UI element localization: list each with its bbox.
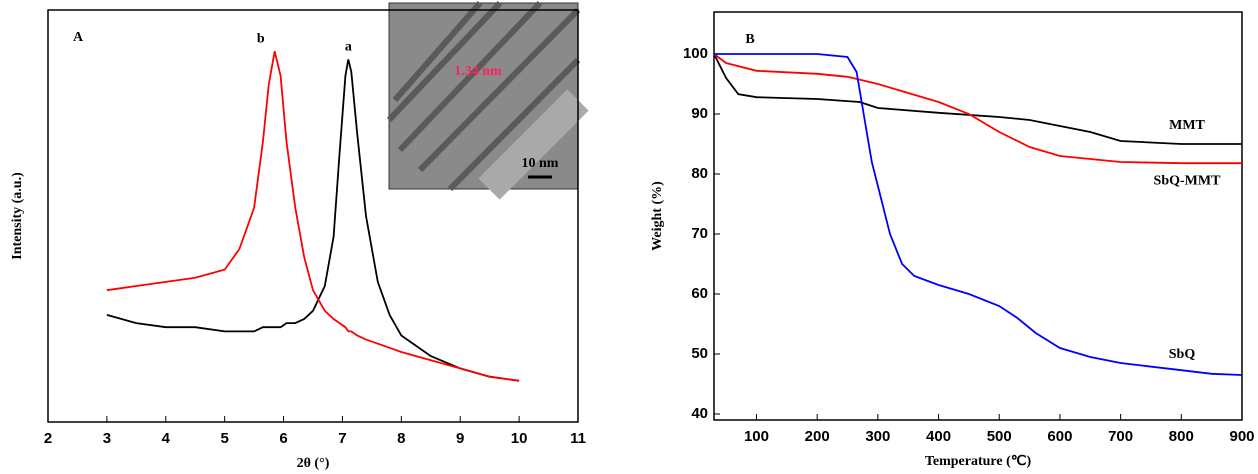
x-tick-label: 100 (744, 428, 769, 445)
plot-frame (47, 9, 579, 423)
x-tick-label: 200 (805, 428, 830, 445)
x-tick-label: 500 (987, 428, 1012, 445)
inset-label: 10 nm (522, 156, 559, 171)
x-tick-label: 5 (220, 430, 228, 447)
x-tick-label: 300 (865, 428, 890, 445)
x-tick-label: 700 (1108, 428, 1133, 445)
inset-fringes (386, 0, 581, 192)
x-tick-label: 2 (44, 430, 52, 447)
y-axis-title: Intensity (a.u.) (10, 172, 25, 260)
x-tick-label: 6 (279, 430, 287, 447)
x-tick-label: 4 (162, 430, 171, 447)
panel-label: B (745, 32, 754, 47)
line (713, 53, 1242, 165)
y-tick-label: 70 (691, 225, 708, 242)
y-axis-title: Weight (%) (650, 181, 665, 251)
panel-label: A (73, 30, 84, 45)
x-tick-label: 800 (1169, 428, 1194, 445)
series-label: a (345, 40, 352, 55)
y-tick-label: 40 (691, 405, 708, 422)
series-label: MMT (1169, 118, 1205, 133)
y-tick-label: 80 (691, 165, 708, 182)
line (106, 50, 520, 382)
inset-label: 1.34 nm (454, 64, 502, 79)
x-tick-label: 900 (1229, 428, 1254, 445)
y-tick-label: 60 (691, 285, 708, 302)
x-axis-title: Temperature (℃) (925, 454, 1032, 469)
x-tick-label: 600 (1047, 428, 1072, 445)
plot-frame (713, 11, 1243, 421)
y-tick-label: 100 (683, 45, 708, 62)
line (714, 53, 1243, 376)
x-tick-label: 400 (926, 428, 951, 445)
series-label: SbQ (1169, 347, 1196, 362)
line (106, 59, 520, 382)
x-tick-label: 7 (338, 430, 346, 447)
series-label: SbQ-MMT (1154, 173, 1222, 188)
inset-fringes (478, 89, 589, 200)
x-axis-title: 2θ (°) (297, 456, 330, 471)
x-tick-label: 11 (570, 430, 586, 447)
x-tick-label: 8 (397, 430, 405, 447)
inset-image (386, 0, 589, 200)
x-tick-label: 3 (103, 430, 111, 447)
series-label: b (257, 31, 265, 46)
line (713, 53, 1242, 145)
y-tick-label: 90 (691, 105, 708, 122)
x-tick-label: 10 (511, 430, 528, 447)
y-tick-label: 50 (691, 345, 708, 362)
x-tick-label: 9 (456, 430, 464, 447)
